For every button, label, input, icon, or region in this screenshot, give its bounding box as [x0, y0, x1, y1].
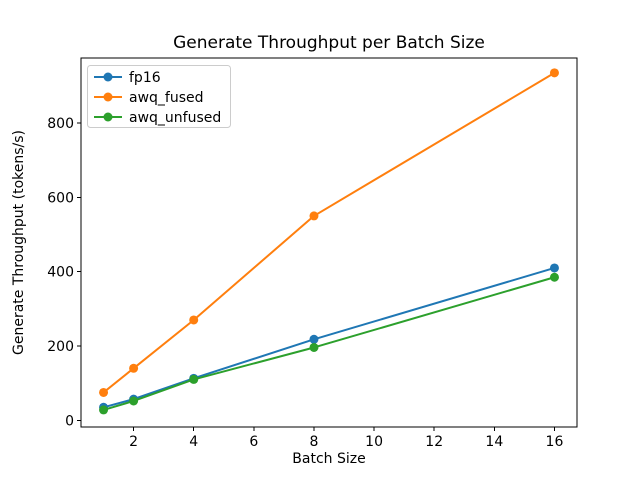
- plot-area-spines: [80, 57, 578, 428]
- y-tick-label: 0: [65, 413, 74, 429]
- data-point-awq_unfused: [549, 272, 559, 282]
- legend-marker-awq_fused: [103, 92, 113, 102]
- legend-box: [87, 65, 231, 128]
- y-tick-label: 800: [47, 116, 74, 132]
- data-point-awq_fused: [189, 315, 199, 325]
- x-tick-label: 6: [249, 434, 258, 450]
- legend-marker-fp16: [103, 72, 113, 82]
- data-point-awq_fused: [309, 211, 319, 221]
- y-tick-label: 200: [47, 339, 74, 355]
- y-tick-label: 400: [47, 265, 74, 281]
- x-tick-label: 8: [310, 434, 319, 450]
- data-point-fp16: [549, 263, 559, 273]
- data-point-awq_fused: [549, 68, 559, 78]
- series-line-awq_unfused: [102, 276, 556, 411]
- x-tick-label: 2: [129, 434, 138, 450]
- legend-marker-awq_unfused: [103, 112, 113, 122]
- legend-entry-fp16: fp16: [94, 70, 161, 86]
- legend-label: fp16: [129, 70, 161, 86]
- data-point-awq_unfused: [129, 396, 139, 406]
- y-axis-label: Generate Throughput (tokens/s): [11, 130, 27, 355]
- y-tick-label: 600: [47, 190, 74, 206]
- x-axis-label: Batch Size: [292, 451, 365, 467]
- x-tick-label: 10: [365, 434, 383, 450]
- data-point-awq_fused: [99, 387, 109, 397]
- legend-label: awq_fused: [129, 90, 204, 106]
- data-point-awq_unfused: [189, 374, 199, 384]
- x-tick-label: 12: [425, 434, 443, 450]
- legend-entry-awq_unfused: awq_unfused: [94, 110, 221, 126]
- data-point-awq_fused: [129, 363, 139, 373]
- x-tick-label: 4: [189, 434, 198, 450]
- x-tick-label: 14: [485, 434, 503, 450]
- data-point-awq_unfused: [99, 405, 109, 415]
- data-point-fp16: [309, 334, 319, 344]
- chart-title: Generate Throughput per Batch Size: [173, 33, 485, 53]
- legend: fp16 awq_fused awq_unfused: [87, 65, 231, 128]
- x-tick-label: 16: [546, 434, 564, 450]
- legend-entry-awq_fused: awq_fused: [94, 90, 204, 106]
- data-point-awq_unfused: [309, 342, 319, 352]
- legend-label: awq_unfused: [129, 110, 221, 126]
